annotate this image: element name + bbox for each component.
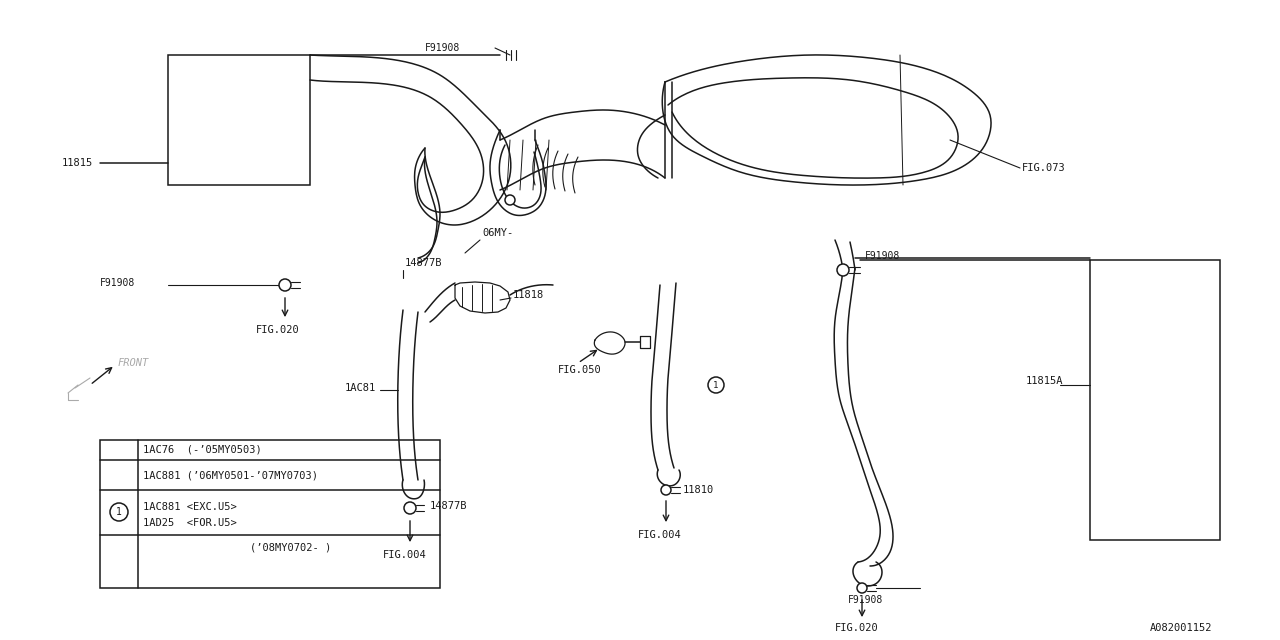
Text: 11810: 11810 xyxy=(684,485,714,495)
Circle shape xyxy=(506,195,515,205)
Text: 11815: 11815 xyxy=(61,158,93,168)
Text: 06MY-: 06MY- xyxy=(483,228,513,238)
Text: 14877B: 14877B xyxy=(430,501,467,511)
Text: FIG.020: FIG.020 xyxy=(835,623,879,633)
Text: 1AC81: 1AC81 xyxy=(346,383,376,393)
Bar xyxy=(100,440,440,588)
Text: 1: 1 xyxy=(116,507,122,517)
Circle shape xyxy=(279,279,291,291)
Text: 11818: 11818 xyxy=(513,290,544,300)
Text: 1: 1 xyxy=(713,381,718,390)
Text: F91908: F91908 xyxy=(849,595,883,605)
Text: 14877B: 14877B xyxy=(404,258,443,268)
Bar xyxy=(168,55,310,185)
Text: FIG.050: FIG.050 xyxy=(558,365,602,375)
Text: 1AC76  (-’05MY0503): 1AC76 (-’05MY0503) xyxy=(143,445,261,455)
Text: (’08MY0702- ): (’08MY0702- ) xyxy=(250,543,332,553)
Text: 1AD25  <FOR.U5>: 1AD25 <FOR.U5> xyxy=(143,518,237,528)
Circle shape xyxy=(110,503,128,521)
Text: FIG.073: FIG.073 xyxy=(1021,163,1066,173)
Text: FIG.020: FIG.020 xyxy=(256,325,300,335)
Text: 1AC881 <EXC.U5>: 1AC881 <EXC.U5> xyxy=(143,502,237,512)
Text: FIG.004: FIG.004 xyxy=(383,550,426,560)
Bar xyxy=(1091,260,1220,540)
Circle shape xyxy=(837,264,849,276)
Text: F91908: F91908 xyxy=(100,278,136,288)
Circle shape xyxy=(404,502,416,514)
Text: F91908: F91908 xyxy=(865,251,900,261)
Circle shape xyxy=(708,377,724,393)
Text: F91908: F91908 xyxy=(425,43,461,53)
Text: A082001152: A082001152 xyxy=(1149,623,1212,633)
Text: 1AC881 (’06MY0501-’07MY0703): 1AC881 (’06MY0501-’07MY0703) xyxy=(143,470,317,480)
Circle shape xyxy=(660,485,671,495)
Text: 11815A: 11815A xyxy=(1025,376,1062,386)
Text: FRONT: FRONT xyxy=(118,358,150,368)
Circle shape xyxy=(858,583,867,593)
Text: FIG.004: FIG.004 xyxy=(637,530,682,540)
